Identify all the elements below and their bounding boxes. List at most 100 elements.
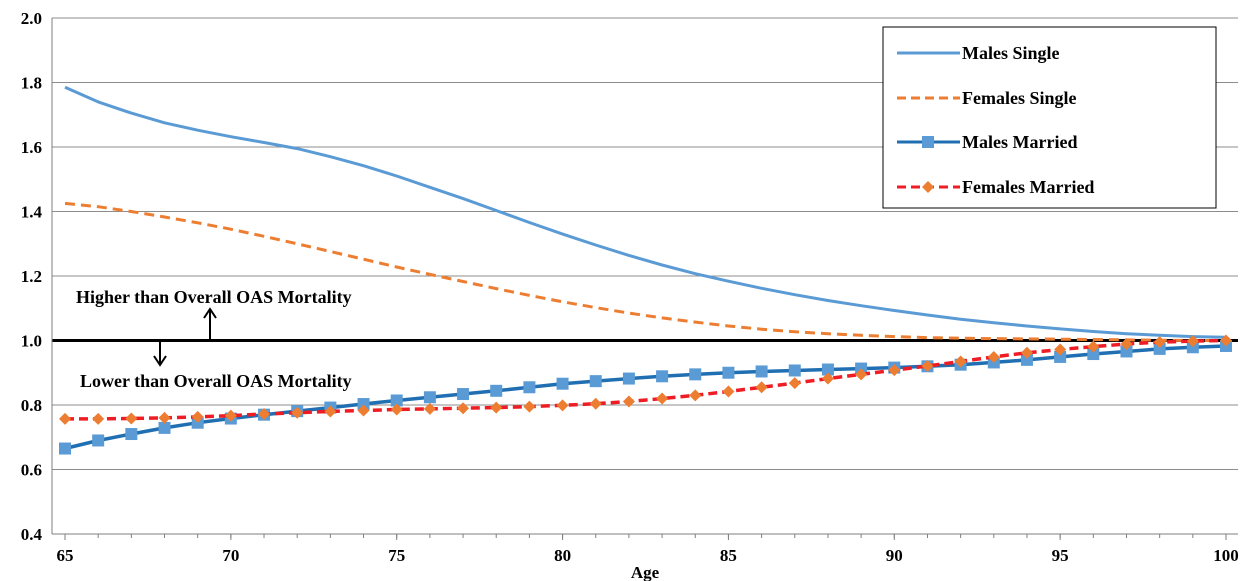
x-tick-label: 80 — [554, 546, 571, 565]
x-tick-label: 95 — [1052, 546, 1069, 565]
data-point — [457, 402, 470, 415]
series-line — [64, 201, 1226, 342]
data-point — [59, 412, 71, 425]
series-layer — [59, 85, 1232, 455]
data-point — [755, 381, 768, 394]
data-point — [1020, 346, 1033, 359]
data-point — [1153, 342, 1166, 355]
series-females-single — [64, 201, 1226, 342]
y-tick-label: 2.0 — [21, 9, 42, 28]
axes — [51, 18, 1238, 535]
arrow-up-icon — [203, 307, 217, 319]
legend-label: Females Married — [962, 177, 1094, 197]
data-point — [556, 399, 569, 412]
x-tick-label: 90 — [886, 546, 903, 565]
y-tick-label: 1.6 — [21, 138, 42, 157]
arrow-down-icon — [153, 355, 167, 367]
data-point — [158, 411, 171, 424]
data-point — [59, 442, 71, 455]
data-point — [689, 368, 702, 381]
legend-label: Males Single — [962, 43, 1060, 63]
data-point — [888, 364, 901, 377]
annotation-lower-text: Lower than Overall OAS Mortality — [80, 371, 352, 391]
data-point — [656, 370, 669, 383]
series-females-married — [59, 334, 1232, 425]
data-point — [1186, 335, 1199, 348]
data-point — [92, 412, 105, 425]
legend-marker — [922, 181, 934, 193]
data-point — [622, 395, 635, 408]
data-point — [755, 365, 768, 378]
data-point — [821, 363, 834, 376]
legend-item: Females Married — [897, 177, 1094, 197]
data-point — [1087, 348, 1100, 361]
data-point — [92, 434, 105, 447]
data-point — [589, 397, 602, 410]
data-point — [125, 428, 138, 441]
data-point — [987, 350, 1000, 363]
annotation-lower: Lower than Overall OAS Mortality — [80, 342, 352, 391]
data-point — [689, 389, 702, 402]
data-point — [191, 410, 204, 423]
x-tick-label: 75 — [388, 546, 405, 565]
data-point — [1020, 353, 1033, 366]
x-tick-label: 70 — [222, 546, 239, 565]
data-point — [457, 388, 470, 401]
legend-item: Females Single — [897, 88, 1077, 108]
data-point — [722, 366, 735, 379]
data-point — [821, 372, 834, 385]
series-line — [64, 85, 1227, 339]
annotation-higher-text: Higher than Overall OAS Mortality — [76, 287, 352, 307]
series-line — [65, 338, 1227, 421]
data-point — [1220, 334, 1232, 347]
data-point — [390, 394, 403, 407]
data-point — [1120, 338, 1133, 351]
data-point — [423, 402, 436, 415]
data-point — [1120, 345, 1133, 358]
legend-items: Males Single Females Single Males Married F… — [897, 43, 1094, 197]
y-tick-label: 0.6 — [21, 461, 42, 480]
data-point — [722, 385, 735, 398]
data-point — [125, 412, 138, 425]
data-point — [224, 409, 237, 422]
data-point — [357, 398, 370, 411]
legend-item: Males Single — [897, 43, 1060, 63]
data-point — [291, 406, 304, 419]
data-point — [788, 364, 801, 377]
data-point — [589, 375, 602, 388]
data-point — [158, 421, 171, 434]
y-tick-label: 0.4 — [21, 525, 43, 544]
data-point — [1153, 336, 1166, 349]
data-point — [921, 359, 934, 372]
data-point — [490, 401, 503, 414]
data-point — [523, 381, 536, 394]
tick-labels: 0.4 0.6 0.8 1.0 1.2 1.4 1.6 1.8 2.0 65 70 75 80 85 90 9… — [21, 9, 1239, 565]
data-point — [855, 368, 868, 381]
data-point — [656, 392, 669, 405]
y-tick-label: 0.8 — [21, 396, 42, 415]
data-point — [523, 400, 536, 413]
legend-box — [882, 26, 1217, 209]
data-point — [258, 408, 271, 421]
x-tick-label: 65 — [57, 546, 74, 565]
x-tick-label: 85 — [720, 546, 737, 565]
data-point — [324, 405, 337, 418]
data-point — [788, 377, 801, 390]
data-point — [1087, 340, 1100, 353]
y-tick-label: 1.0 — [21, 332, 42, 351]
data-point — [1054, 343, 1067, 356]
data-point — [490, 384, 503, 397]
data-point — [423, 391, 436, 404]
data-point — [556, 377, 569, 390]
data-point — [1186, 341, 1199, 354]
legend-label: Males Married — [962, 132, 1077, 152]
series-males-single — [64, 85, 1227, 339]
y-tick-label: 1.4 — [21, 203, 43, 222]
data-point — [390, 403, 403, 416]
x-tick-label: 100 — [1213, 546, 1239, 565]
data-point — [954, 355, 967, 368]
annotation-higher: Higher than Overall OAS Mortality — [76, 287, 352, 340]
legend: Males Single Females Single Males Married F… — [882, 26, 1217, 209]
